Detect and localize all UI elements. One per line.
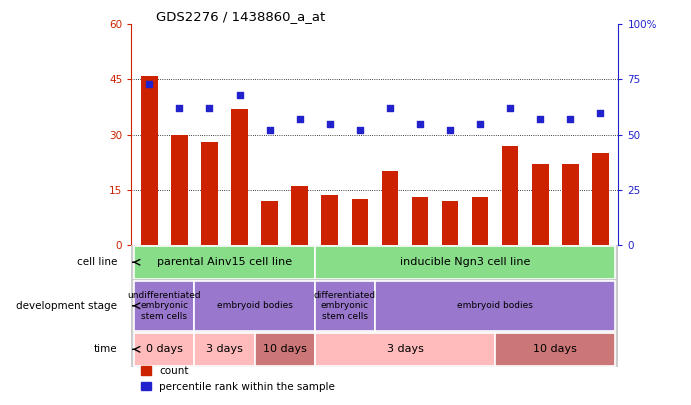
Text: 10 days: 10 days bbox=[263, 344, 307, 354]
Bar bbox=[502, 146, 518, 245]
Legend: count, percentile rank within the sample: count, percentile rank within the sample bbox=[137, 362, 339, 396]
Point bbox=[595, 109, 606, 116]
Text: undifferentiated
embryonic
stem cells: undifferentiated embryonic stem cells bbox=[128, 291, 201, 321]
Point bbox=[354, 127, 366, 134]
Point bbox=[324, 120, 335, 127]
Bar bbox=[314, 333, 495, 366]
Bar bbox=[352, 199, 368, 245]
Point bbox=[384, 105, 395, 111]
Point bbox=[565, 116, 576, 122]
Text: cell line: cell line bbox=[77, 257, 117, 267]
Bar bbox=[261, 201, 278, 245]
Text: 3 days: 3 days bbox=[386, 344, 424, 354]
Bar bbox=[231, 109, 248, 245]
Point bbox=[234, 92, 245, 98]
Bar bbox=[321, 195, 338, 245]
Point bbox=[264, 127, 275, 134]
Bar bbox=[381, 171, 398, 245]
Text: GDS2276 / 1438860_a_at: GDS2276 / 1438860_a_at bbox=[155, 10, 325, 23]
Bar bbox=[472, 197, 489, 245]
Text: time: time bbox=[94, 344, 117, 354]
Bar bbox=[134, 333, 194, 366]
Bar bbox=[412, 197, 428, 245]
Text: embryoid bodies: embryoid bodies bbox=[457, 301, 533, 310]
Text: 3 days: 3 days bbox=[206, 344, 243, 354]
Point bbox=[415, 120, 426, 127]
Text: parental Ainv15 cell line: parental Ainv15 cell line bbox=[157, 257, 292, 267]
Text: development stage: development stage bbox=[17, 301, 117, 311]
Bar bbox=[532, 164, 549, 245]
Bar bbox=[375, 281, 616, 331]
Bar bbox=[562, 164, 578, 245]
Bar bbox=[134, 281, 194, 331]
Point bbox=[475, 120, 486, 127]
Bar bbox=[592, 153, 609, 245]
Point bbox=[504, 105, 515, 111]
Bar bbox=[314, 281, 375, 331]
Text: 10 days: 10 days bbox=[533, 344, 577, 354]
Bar bbox=[194, 281, 314, 331]
Bar bbox=[254, 333, 314, 366]
Bar bbox=[442, 201, 458, 245]
Point bbox=[144, 81, 155, 87]
Point bbox=[174, 105, 185, 111]
Bar bbox=[171, 134, 188, 245]
Bar bbox=[292, 186, 308, 245]
Point bbox=[444, 127, 455, 134]
Bar bbox=[201, 142, 218, 245]
Text: inducible Ngn3 cell line: inducible Ngn3 cell line bbox=[400, 257, 530, 267]
Bar bbox=[141, 76, 158, 245]
Point bbox=[204, 105, 215, 111]
Point bbox=[294, 116, 305, 122]
Text: 0 days: 0 days bbox=[146, 344, 183, 354]
Bar bbox=[194, 333, 254, 366]
Bar bbox=[134, 246, 314, 279]
Bar bbox=[495, 333, 616, 366]
Bar bbox=[314, 246, 616, 279]
Point bbox=[535, 116, 546, 122]
Text: embryoid bodies: embryoid bodies bbox=[217, 301, 292, 310]
Text: differentiated
embryonic
stem cells: differentiated embryonic stem cells bbox=[314, 291, 376, 321]
